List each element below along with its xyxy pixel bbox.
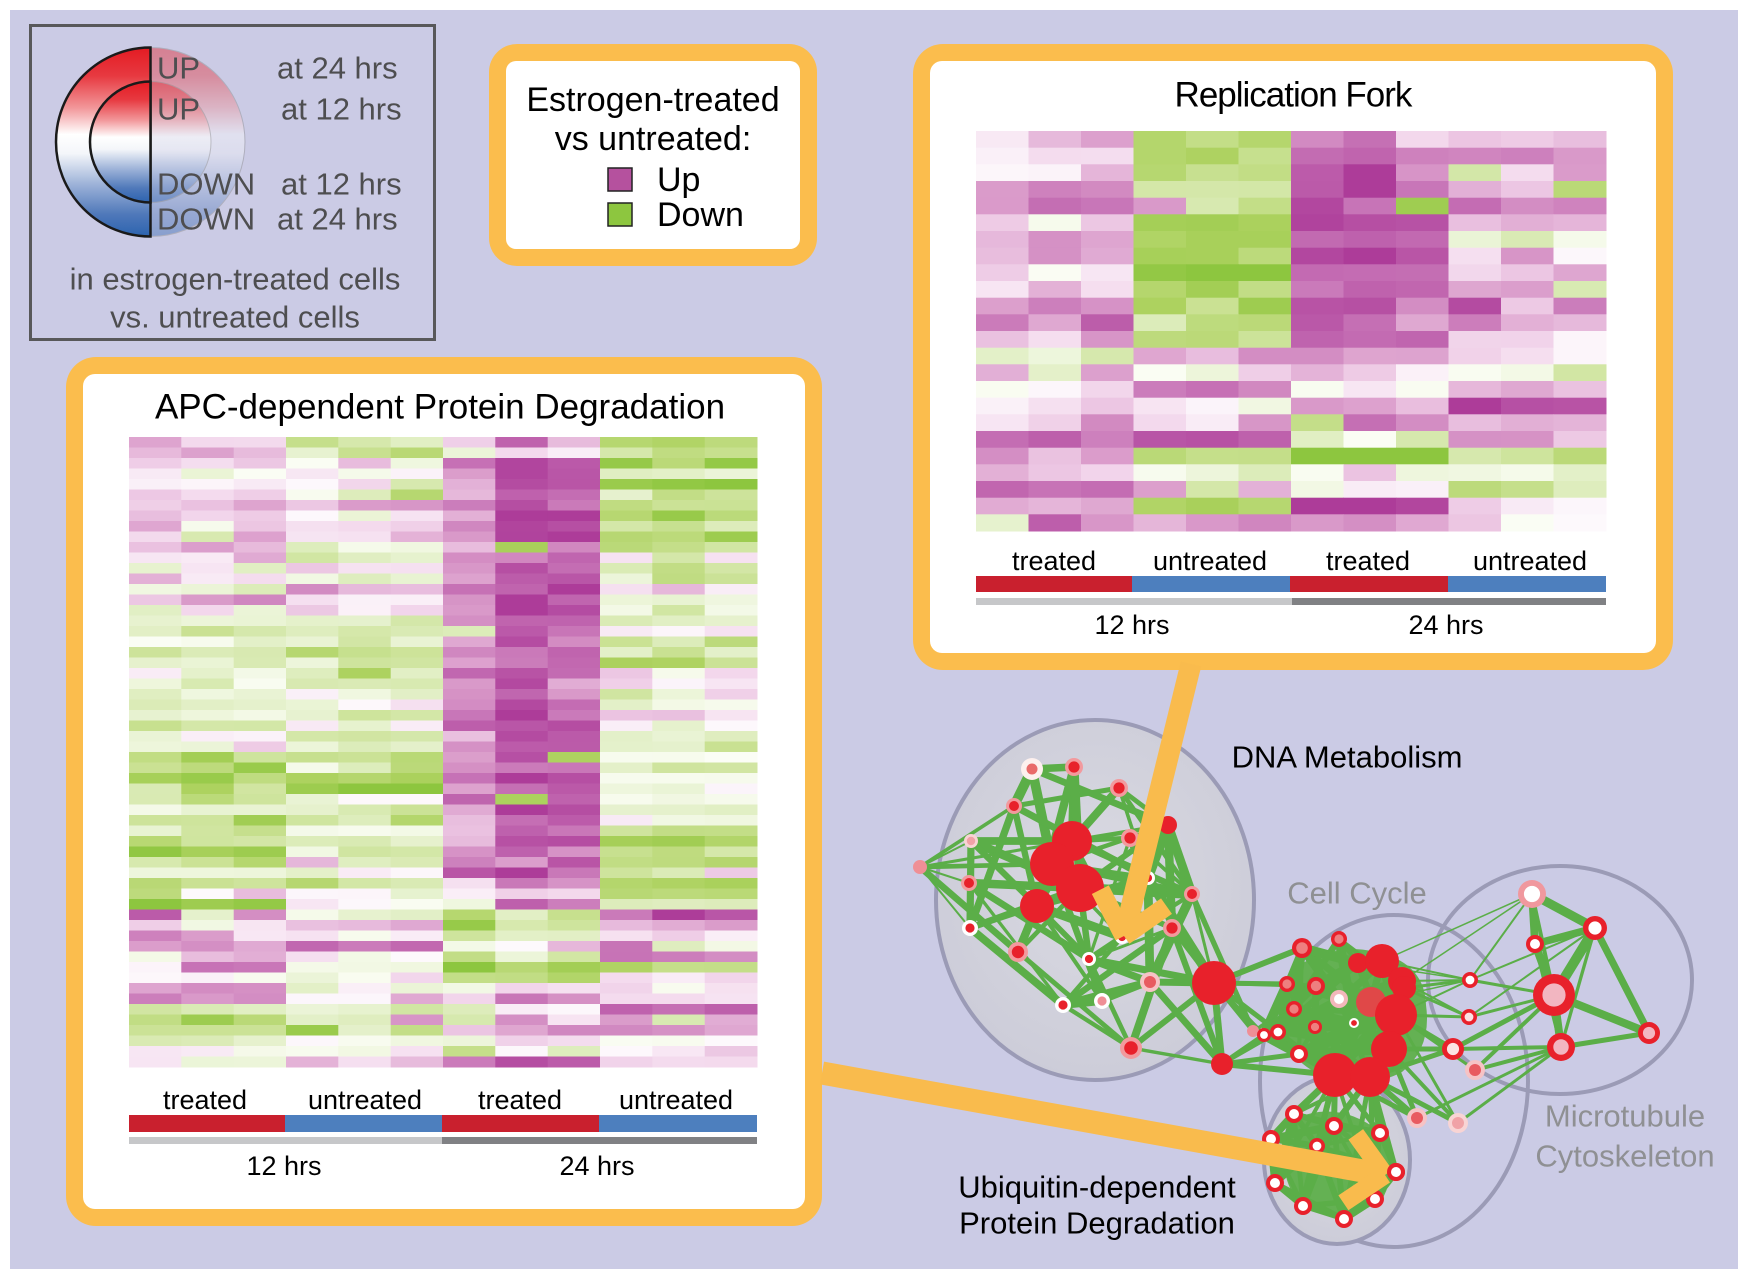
svg-text:treated: treated: [478, 1085, 562, 1115]
svg-text:Ubiquitin-dependent: Ubiquitin-dependent: [958, 1170, 1236, 1205]
svg-text:UP: UP: [157, 51, 200, 86]
svg-text:DOWN: DOWN: [157, 167, 255, 202]
svg-text:untreated: untreated: [308, 1085, 422, 1115]
svg-text:vs untreated:: vs untreated:: [555, 120, 752, 158]
svg-text:treated: treated: [163, 1085, 247, 1115]
svg-text:Down: Down: [657, 196, 744, 234]
svg-text:treated: treated: [1326, 546, 1410, 576]
svg-text:Cell Cycle: Cell Cycle: [1287, 876, 1427, 911]
svg-text:APC-dependent Protein Degradat: APC-dependent Protein Degradation: [155, 388, 725, 427]
svg-text:Estrogen-treated: Estrogen-treated: [526, 81, 779, 119]
svg-text:24 hrs: 24 hrs: [559, 1151, 634, 1181]
svg-text:untreated: untreated: [1153, 546, 1267, 576]
svg-text:Replication Fork: Replication Fork: [1175, 76, 1413, 115]
svg-text:at 12 hrs: at 12 hrs: [281, 92, 402, 127]
svg-text:treated: treated: [1012, 546, 1096, 576]
svg-text:12 hrs: 12 hrs: [1094, 610, 1169, 640]
svg-text:Cytoskeleton: Cytoskeleton: [1535, 1139, 1714, 1174]
svg-text:24 hrs: 24 hrs: [1408, 610, 1483, 640]
svg-text:UP: UP: [157, 92, 200, 127]
svg-text:at 24 hrs: at 24 hrs: [277, 202, 398, 237]
svg-text:DNA Metabolism: DNA Metabolism: [1232, 740, 1463, 775]
svg-text:at 12 hrs: at 12 hrs: [281, 167, 402, 202]
svg-text:untreated: untreated: [619, 1085, 733, 1115]
svg-text:untreated: untreated: [1473, 546, 1587, 576]
svg-text:Microtubule: Microtubule: [1545, 1099, 1705, 1134]
svg-text:DOWN: DOWN: [157, 202, 255, 237]
svg-text:Protein Degradation: Protein Degradation: [959, 1206, 1235, 1241]
svg-text:Up: Up: [657, 161, 700, 199]
svg-text:12 hrs: 12 hrs: [246, 1151, 321, 1181]
svg-text:at 24 hrs: at 24 hrs: [277, 51, 398, 86]
svg-text:vs. untreated cells: vs. untreated cells: [110, 300, 360, 335]
svg-text:in estrogen-treated cells: in estrogen-treated cells: [70, 262, 401, 297]
